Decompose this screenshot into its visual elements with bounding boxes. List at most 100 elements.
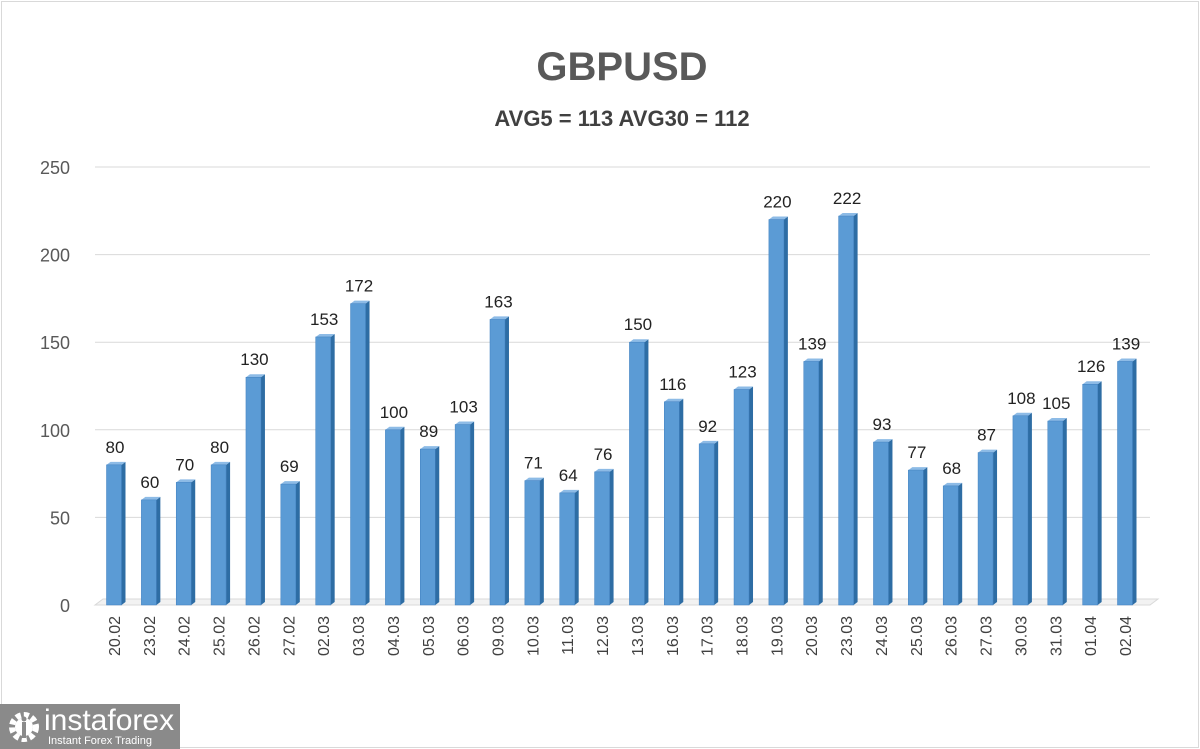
bar-top [385, 426, 405, 430]
bar-top [280, 481, 300, 485]
y-tick-label: 100 [40, 421, 70, 441]
x-tick-label: 10.03 [525, 616, 542, 656]
bar-top [803, 358, 823, 362]
data-label: 93 [873, 415, 892, 434]
chart-title: GBPUSD [536, 45, 707, 89]
bar-top [245, 374, 265, 378]
bar-side [156, 496, 161, 605]
bar [1082, 383, 1098, 606]
bar [524, 480, 541, 606]
bar-top [664, 398, 684, 402]
bar-side [330, 333, 335, 605]
bar [245, 376, 262, 606]
x-tick-label: 24.02 [177, 616, 194, 656]
bar-side [958, 482, 963, 605]
x-tick-label: 05.03 [421, 616, 438, 656]
bar [977, 452, 994, 606]
x-tick-label: 31.03 [1048, 616, 1065, 656]
bar-top [768, 216, 788, 220]
bar-side [400, 426, 405, 605]
bar-side [260, 374, 265, 605]
bar-side [226, 461, 231, 605]
data-label: 222 [833, 189, 861, 208]
bar-side [1132, 358, 1137, 605]
chart-subtitle: AVG5 = 113 AVG30 = 112 [494, 106, 749, 131]
bar-side [993, 449, 998, 605]
data-label: 76 [594, 445, 613, 464]
data-label: 68 [942, 459, 961, 478]
bar [210, 464, 227, 606]
bar-side [853, 213, 858, 605]
bar-side [574, 489, 579, 605]
bar [838, 215, 854, 606]
x-tick-label: 25.02 [212, 616, 229, 656]
bar [489, 319, 506, 606]
logo-tagline: Instant Forex Trading [48, 735, 152, 747]
data-label: 69 [280, 457, 299, 476]
data-label: 60 [140, 473, 159, 492]
bar-top [594, 468, 614, 472]
data-label: 103 [449, 398, 477, 417]
bar-top [106, 461, 126, 465]
y-tick-label: 50 [50, 508, 70, 528]
bar-top [489, 316, 509, 320]
data-label: 116 [659, 375, 686, 394]
data-label: 64 [559, 466, 578, 485]
bar-top [699, 440, 719, 444]
bar [175, 482, 192, 606]
bar-top [943, 482, 963, 486]
bar-top [420, 446, 440, 450]
x-tick-label: 16.03 [665, 616, 682, 656]
data-label: 139 [1112, 334, 1140, 353]
x-tick-label: 11.03 [560, 616, 577, 655]
data-label: 70 [175, 455, 194, 474]
bar-top [524, 477, 544, 481]
bar [454, 424, 471, 606]
x-tick-label: 25.03 [909, 616, 926, 656]
data-label: 126 [1077, 357, 1105, 376]
data-label: 80 [210, 438, 229, 457]
bar [594, 471, 610, 606]
bar-side [888, 439, 893, 605]
bar-top [1012, 412, 1032, 416]
x-tick-label: 30.03 [1013, 616, 1030, 656]
bar-top [838, 213, 858, 217]
data-label: 123 [728, 363, 756, 382]
bar [559, 492, 575, 606]
y-tick-label: 200 [40, 246, 70, 266]
data-label: 108 [1007, 389, 1035, 408]
x-tick-label: 06.03 [456, 616, 473, 656]
x-tick-label: 26.03 [944, 616, 961, 656]
x-tick-label: 23.03 [839, 616, 856, 656]
bar [106, 464, 122, 606]
bar [908, 469, 924, 606]
bar-top [141, 496, 161, 500]
data-label: 130 [240, 350, 268, 369]
bar-top [908, 467, 928, 471]
data-label: 172 [345, 277, 373, 296]
x-tick-label: 09.03 [490, 616, 507, 656]
x-tick-label: 02.04 [1118, 616, 1135, 656]
bar-side [1062, 418, 1067, 605]
bar-top [455, 421, 475, 425]
bar-side [818, 358, 823, 605]
bar-top [629, 339, 649, 343]
bar-side [609, 468, 614, 605]
bar [385, 429, 401, 606]
bar [768, 219, 785, 606]
x-tick-label: 04.03 [386, 616, 403, 656]
bar-top [315, 333, 335, 337]
bar-side [295, 481, 300, 605]
bar-side [470, 421, 475, 605]
x-tick-label: 27.02 [281, 616, 298, 656]
x-tick-label: 19.03 [769, 616, 786, 656]
bar-side [1027, 412, 1032, 605]
data-label: 220 [763, 193, 791, 212]
x-tick-label: 13.03 [630, 616, 647, 656]
bar-side [679, 398, 684, 605]
instaforex-logo: instaforex Instant Forex Trading [0, 704, 180, 749]
bar [698, 443, 715, 606]
bar [942, 485, 959, 606]
bar-side [435, 446, 440, 605]
